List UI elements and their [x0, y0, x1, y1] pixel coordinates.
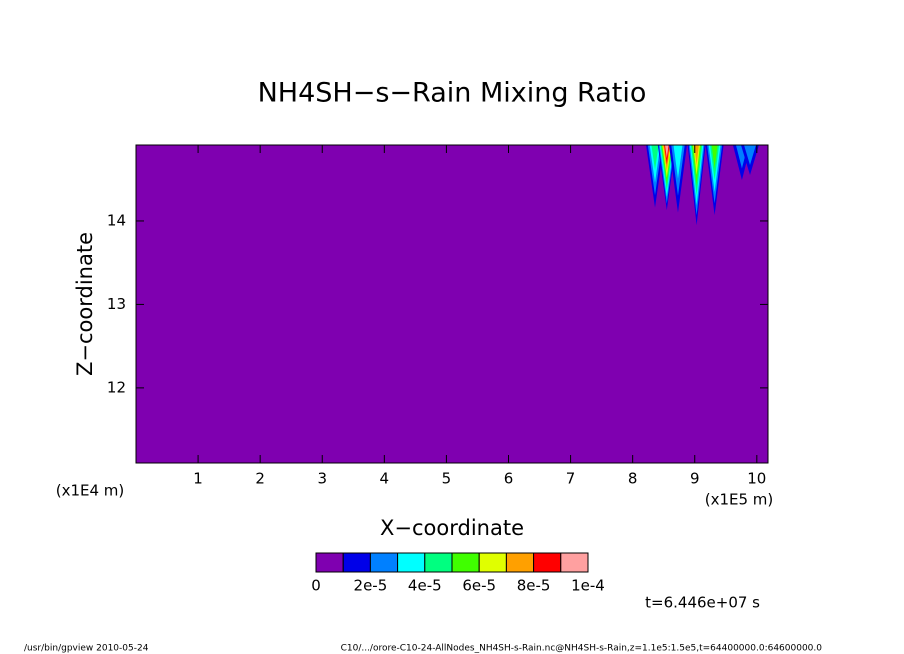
colorbar-box — [342, 552, 371, 573]
colorbar-box — [397, 552, 426, 573]
colorbar-box — [478, 552, 507, 573]
contour-band — [711, 145, 718, 169]
colorbar-label: 8e-5 — [517, 577, 551, 595]
chart-title: NH4SH−s−Rain Mixing Ratio — [258, 78, 647, 109]
x-unit: (x1E5 m) — [705, 491, 774, 509]
colorbar-label: 4e-5 — [408, 577, 442, 595]
y-axis-label: Z−coordinate — [73, 232, 97, 376]
contour-band — [665, 145, 669, 159]
plot-area — [136, 145, 768, 463]
contour-band — [694, 145, 699, 166]
x-tick-label: 8 — [628, 470, 638, 488]
x-tick-label: 3 — [317, 470, 327, 488]
contour-band — [673, 145, 683, 179]
y-tick-label: 13 — [107, 295, 126, 313]
x-tick-label: 9 — [690, 470, 700, 488]
y-tick-label: 12 — [107, 378, 126, 396]
footer-left: /usr/bin/gpview 2010-05-24 — [24, 644, 149, 654]
x-tick-label: 2 — [255, 470, 265, 488]
colorbar-label: 6e-5 — [462, 577, 496, 595]
colorbar-box — [505, 552, 535, 573]
x-tick-label: 10 — [747, 470, 766, 488]
contour-background — [136, 145, 768, 463]
footer-right: C10/.../orore-C10-24-AllNodes_NH4SH-s-Ra… — [341, 644, 823, 654]
contour-band — [651, 145, 659, 171]
colorbar-label: 2e-5 — [354, 577, 388, 595]
y-unit: (x1E4 m) — [56, 482, 125, 500]
contour-band — [743, 145, 756, 166]
colorbar-label: 0 — [311, 577, 321, 595]
colorbar-box — [533, 552, 562, 573]
colorbar-box — [424, 552, 453, 573]
x-tick-label: 1 — [193, 470, 203, 488]
x-tick-label: 7 — [566, 470, 576, 488]
x-tick-label: 6 — [504, 470, 514, 488]
x-tick-label: 5 — [442, 470, 452, 488]
colorbar-box — [560, 552, 589, 573]
x-axis-label: X−coordinate — [380, 516, 524, 540]
y-tick-label: 14 — [107, 211, 126, 229]
colorbar-box — [369, 552, 399, 573]
time-label: t=6.446e+07 s — [645, 594, 760, 612]
x-tick-label: 4 — [380, 470, 390, 488]
colorbar-box — [315, 552, 344, 573]
colorbar-box — [451, 552, 480, 573]
colorbar-label: 1e-4 — [571, 577, 605, 595]
